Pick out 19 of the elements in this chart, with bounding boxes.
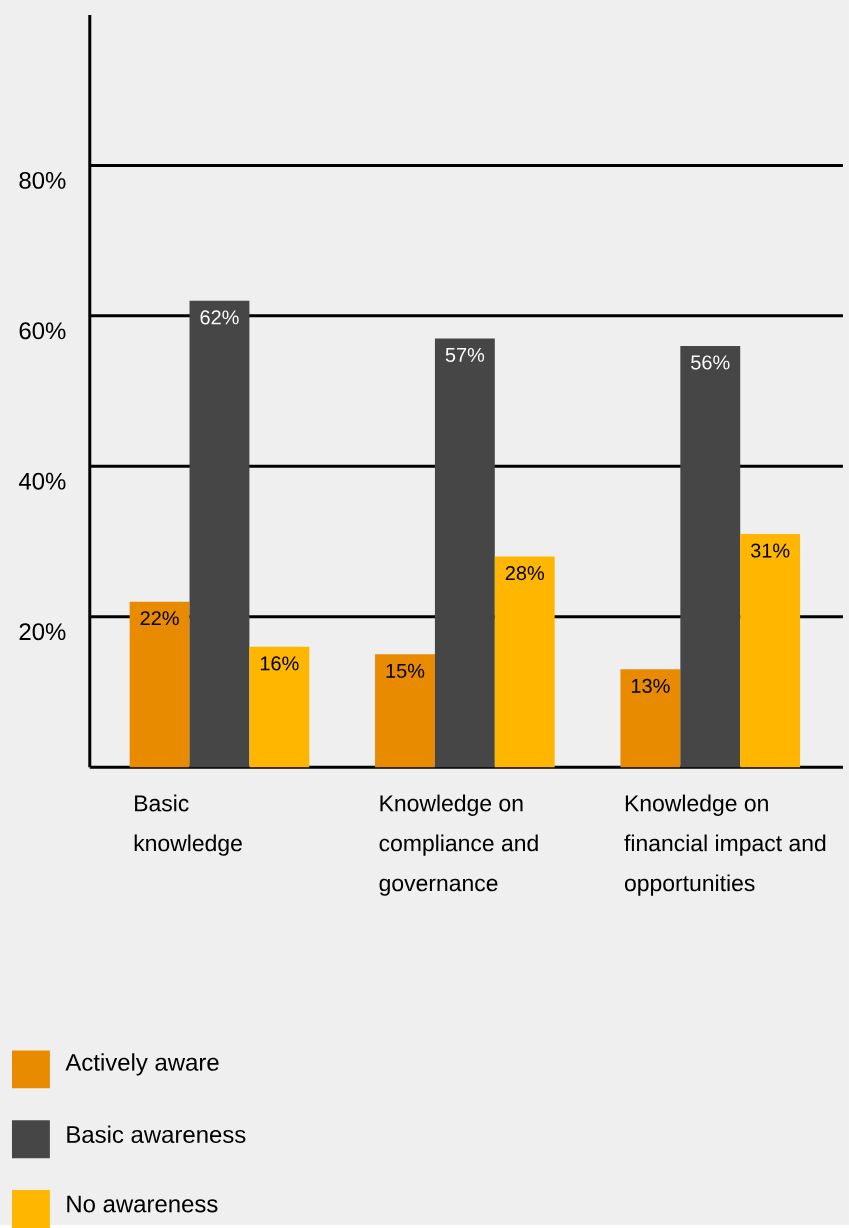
data-label: 28% <box>505 566 545 581</box>
y-tick-label: 60% <box>19 322 66 340</box>
y-tick-label: 40% <box>18 472 66 490</box>
data-label: 62% <box>200 310 239 325</box>
data-label: 22% <box>140 611 179 626</box>
y-tick-label: 80% <box>19 171 66 189</box>
x-tick-label: Basic knowledge <box>134 794 242 856</box>
x-tick-label: Knowledge on financial impact and opportunities <box>624 794 826 896</box>
x-tick-label: Knowledge on compliance and governance <box>379 794 538 896</box>
legend-label: No awareness <box>67 1195 218 1213</box>
y-tick-label: 20% <box>19 623 66 641</box>
data-label: 56% <box>691 355 730 370</box>
data-label: 16% <box>260 656 299 671</box>
legend-label: Actively aware <box>65 1053 219 1076</box>
data-label: 57% <box>445 347 485 362</box>
legend-label: Basic awareness <box>67 1125 246 1144</box>
data-label: 15% <box>386 663 425 678</box>
data-label: 31% <box>750 543 790 558</box>
data-label: 13% <box>631 678 670 693</box>
